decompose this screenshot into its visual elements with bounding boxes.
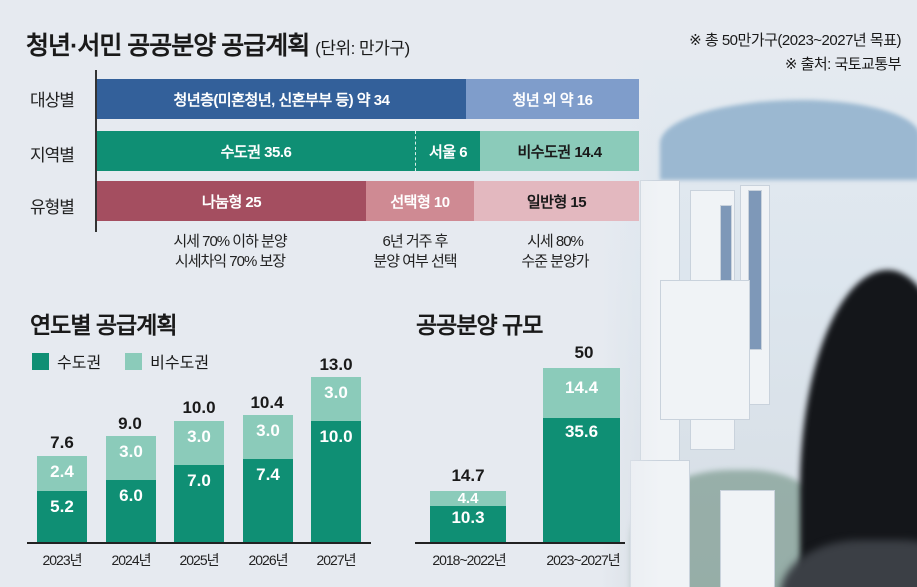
- segment-capital: 수도권 35.6: [97, 131, 415, 171]
- segment-share-type: 나눔형 25: [97, 181, 366, 221]
- bar-2026-non-capital: 3.0: [243, 415, 293, 459]
- y-axis-line: [95, 70, 97, 232]
- note-source: ※ 출처: 국토교통부: [784, 56, 902, 73]
- total-2025: 10.0: [182, 398, 216, 417]
- x-label-2027: 2027년: [316, 552, 356, 568]
- total-2026: 10.4: [250, 393, 284, 412]
- bar-2025-non-capital: 3.0: [174, 421, 224, 465]
- row-label-region: 지역별: [30, 146, 75, 165]
- segment-non-youth: 청년 외 약 16: [466, 79, 639, 119]
- x-label-2023-2027: 2023~2027년: [546, 552, 620, 568]
- total-2027: 13.0: [319, 355, 353, 374]
- bar-by-type: 나눔형 25 선택형 10 일반형 15: [97, 181, 639, 221]
- segment-choice-type: 선택형 10: [366, 181, 474, 221]
- bar-by-target: 청년층(미혼청년, 신혼부부 등) 약 34 청년 외 약 16: [97, 79, 639, 119]
- bar-2025-capital: 7.0: [174, 465, 224, 542]
- bar-2027-non-capital: 3.0: [311, 377, 361, 421]
- bar-2018-2022: 4.4 10.3: [430, 491, 506, 542]
- scale-x-axis: [415, 542, 625, 544]
- yearly-legend: 수도권 비수도권: [32, 349, 209, 373]
- segment-youth: 청년층(미혼청년, 신혼부부 등) 약 34: [97, 79, 466, 119]
- x-label-2024: 2024년: [111, 552, 151, 568]
- legend-label-capital: 수도권: [57, 355, 102, 372]
- segment-general-type: 일반형 15: [474, 181, 639, 221]
- bar-2023: 2.4 5.2: [37, 456, 87, 542]
- row-label-target: 대상별: [30, 91, 75, 110]
- note-total: ※ 총 50만가구(2023~2027년 목표): [689, 32, 901, 49]
- total-2023: 7.6: [50, 433, 74, 452]
- yearly-chart-title: 연도별 공급계획: [30, 312, 178, 338]
- bar-2024-non-capital: 3.0: [106, 436, 156, 480]
- row-label-type: 유형별: [30, 198, 75, 217]
- unit-label: (단위: 만가구): [315, 39, 410, 58]
- bar-2023-non-capital: 2.4: [37, 456, 87, 491]
- bar-2027-capital: 10.0: [311, 421, 361, 542]
- bar-2018-2022-non-capital: 4.4: [430, 491, 506, 506]
- segment-seoul: 서울 6: [415, 131, 480, 171]
- legend-swatch-non-capital: [125, 352, 143, 370]
- bar-2025: 3.0 7.0: [174, 421, 224, 542]
- page-title: 청년·서민 공공분양 공급계획 (단위: 만가구): [26, 32, 410, 60]
- x-label-2025: 2025년: [179, 552, 219, 568]
- background-photo: [600, 60, 917, 587]
- bar-2023-2027-non-capital: 14.4: [543, 368, 620, 418]
- legend-label-non-capital: 비수도권: [150, 355, 210, 372]
- bar-by-region: 수도권 35.6 서울 6 비수도권 14.4: [97, 131, 639, 171]
- note-choice-type: 6년 거주 후 분양 여부 선택: [373, 233, 457, 270]
- total-2024: 9.0: [118, 414, 142, 433]
- bar-2024: 3.0 6.0: [106, 436, 156, 542]
- bar-2026-capital: 7.4: [243, 459, 293, 542]
- scale-chart-title: 공공분양 규모: [416, 312, 543, 338]
- segment-non-capital: 비수도권 14.4: [480, 131, 639, 171]
- total-2018-2022: 14.7: [451, 466, 485, 485]
- bar-2023-capital: 5.2: [37, 491, 87, 542]
- bar-2027: 3.0 10.0: [311, 377, 361, 542]
- yearly-x-axis: [27, 542, 371, 544]
- total-2023-2027: 50: [574, 343, 594, 362]
- note-share-type: 시세 70% 이하 분양 시세차익 70% 보장: [173, 233, 287, 270]
- bar-2023-2027-capital: 35.6: [543, 418, 620, 542]
- bar-2026: 3.0 7.4: [243, 415, 293, 542]
- bar-2024-capital: 6.0: [106, 480, 156, 542]
- x-label-2018-2022: 2018~2022년: [432, 552, 506, 568]
- note-general-type: 시세 80% 수준 분양가: [521, 233, 589, 270]
- bar-2023-2027: 14.4 35.6: [543, 368, 620, 542]
- x-label-2026: 2026년: [248, 552, 288, 568]
- bar-2018-2022-capital: 10.3: [430, 506, 506, 542]
- x-label-2023: 2023년: [42, 552, 82, 568]
- legend-swatch-capital: [32, 352, 49, 370]
